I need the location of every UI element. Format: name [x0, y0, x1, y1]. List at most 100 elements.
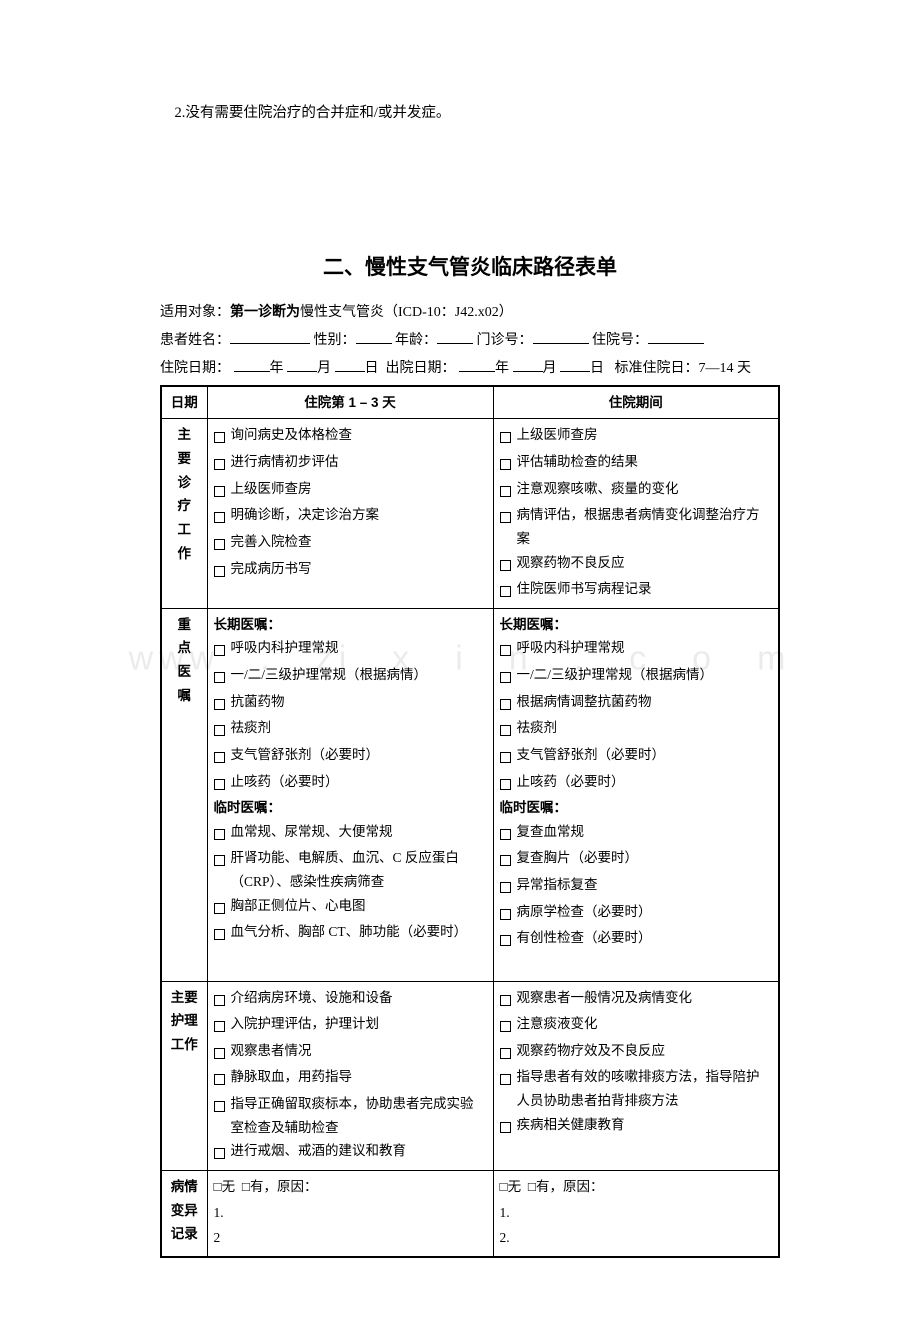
checkbox-icon[interactable]: [500, 926, 517, 953]
checkbox-icon[interactable]: [214, 743, 231, 770]
checkbox-icon[interactable]: [214, 663, 231, 690]
checklist-item: 病原学检查（必要时）: [500, 900, 773, 927]
admit-year-blank[interactable]: [234, 358, 270, 372]
checkbox-icon[interactable]: [500, 900, 517, 927]
order-section-head: 长期医嘱：: [500, 613, 773, 637]
checkbox-icon[interactable]: [500, 423, 517, 450]
applicable-rest: 慢性支气管炎（ICD-10：J42.x02）: [300, 305, 513, 320]
checklist-item: 根据病情调整抗菌药物: [500, 690, 773, 717]
std-stay: 标准住院日：7—14 天: [615, 361, 752, 376]
checklist-item: 一/二/三级护理常规（根据病情）: [214, 663, 487, 690]
item-text: 上级医师查房: [231, 477, 487, 501]
admit-date-label: 住院日期：: [160, 361, 230, 376]
checkbox-icon[interactable]: [214, 503, 231, 530]
checkbox-icon[interactable]: [500, 1039, 517, 1066]
checkbox-icon[interactable]: [500, 846, 517, 873]
checkbox-icon[interactable]: [500, 873, 517, 900]
var-none-2[interactable]: □无: [500, 1179, 522, 1194]
item-text: 入院护理评估，护理计划: [231, 1012, 487, 1036]
variance-c1: □无 □有，原因： 1. 2: [207, 1170, 493, 1256]
item-text: 呼吸内科护理常规: [517, 636, 773, 660]
item-text: 住院医师书写病程记录: [517, 577, 773, 601]
patient-line: 患者姓名： 性别： 年龄： 门诊号： 住院号：: [160, 329, 780, 353]
checklist-item: 祛痰剂: [214, 716, 487, 743]
sex-blank[interactable]: [356, 330, 392, 344]
checkbox-icon[interactable]: [500, 636, 517, 663]
item-text: 注意观察咳嗽、痰量的变化: [517, 477, 773, 501]
checkbox-icon[interactable]: [500, 477, 517, 504]
checkbox-icon[interactable]: [500, 743, 517, 770]
hdr-col2: 住院期间: [493, 386, 779, 419]
row-variance: 病情变异记录 □无 □有，原因： 1. 2 □无 □有，原因： 1. 2.: [161, 1170, 779, 1256]
item-text: 静脉取血，用药指导: [231, 1065, 487, 1089]
checklist-item: 支气管舒张剂（必要时）: [500, 743, 773, 770]
item-text: 血常规、尿常规、大便常规: [231, 820, 487, 844]
checklist-item: 异常指标复查: [500, 873, 773, 900]
checkbox-icon[interactable]: [500, 716, 517, 743]
admit-day-blank[interactable]: [335, 358, 365, 372]
checkbox-icon[interactable]: [214, 846, 231, 873]
inno-blank[interactable]: [648, 330, 704, 344]
checklist-item: 观察药物不良反应: [500, 551, 773, 578]
checklist-item: 血气分析、胸部 CT、肺功能（必要时）: [214, 920, 487, 947]
checkbox-icon[interactable]: [500, 503, 517, 530]
outno-blank[interactable]: [533, 330, 589, 344]
var-has-1[interactable]: □有，原因：: [242, 1179, 318, 1194]
admit-month-blank[interactable]: [287, 358, 317, 372]
dis-year-blank[interactable]: [459, 358, 495, 372]
discharge-date-label: 出院日期：: [386, 361, 456, 376]
checkbox-icon[interactable]: [214, 450, 231, 477]
checkbox-icon[interactable]: [500, 1113, 517, 1140]
checkbox-icon[interactable]: [500, 820, 517, 847]
inno-label: 住院号：: [592, 333, 648, 348]
item-text: 观察患者情况: [231, 1039, 487, 1063]
checkbox-icon[interactable]: [500, 690, 517, 717]
row-nursing: 主要护理工作 介绍病房环境、设施和设备入院护理评估，护理计划观察患者情况静脉取血…: [161, 981, 779, 1170]
item-text: 病原学检查（必要时）: [517, 900, 773, 924]
hdr-date: 日期: [161, 386, 207, 419]
checkbox-icon[interactable]: [214, 1065, 231, 1092]
checklist-item: 进行戒烟、戒酒的建议和教育: [214, 1139, 487, 1166]
checkbox-icon[interactable]: [214, 1039, 231, 1066]
checklist-item: 止咳药（必要时）: [500, 770, 773, 797]
checkbox-icon[interactable]: [214, 894, 231, 921]
dis-day-blank[interactable]: [560, 358, 590, 372]
checkbox-icon[interactable]: [214, 920, 231, 947]
checklist-item: 观察药物疗效及不良反应: [500, 1039, 773, 1066]
checkbox-icon[interactable]: [214, 423, 231, 450]
checkbox-icon[interactable]: [214, 1139, 231, 1166]
checkbox-icon[interactable]: [214, 690, 231, 717]
checkbox-icon[interactable]: [214, 636, 231, 663]
checklist-item: 疾病相关健康教育: [500, 1113, 773, 1140]
checkbox-icon[interactable]: [214, 986, 231, 1013]
checkbox-icon[interactable]: [500, 986, 517, 1013]
checkbox-icon[interactable]: [214, 530, 231, 557]
order-section-head: 长期医嘱：: [214, 613, 487, 637]
checkbox-icon[interactable]: [214, 1012, 231, 1039]
order-section-head: 临时医嘱：: [214, 796, 487, 820]
item-text: 询问病史及体格检查: [231, 423, 487, 447]
dis-month-blank[interactable]: [513, 358, 543, 372]
item-text: 血气分析、胸部 CT、肺功能（必要时）: [231, 920, 487, 944]
checkbox-icon[interactable]: [500, 1065, 517, 1092]
checkbox-icon[interactable]: [500, 577, 517, 604]
checkbox-icon[interactable]: [214, 477, 231, 504]
day1: 日: [365, 361, 379, 376]
checkbox-icon[interactable]: [500, 450, 517, 477]
checkbox-icon[interactable]: [214, 1092, 231, 1119]
checkbox-icon[interactable]: [214, 820, 231, 847]
checkbox-icon[interactable]: [214, 557, 231, 584]
checkbox-icon[interactable]: [500, 1012, 517, 1039]
checkbox-icon[interactable]: [500, 551, 517, 578]
item-text: 观察患者一般情况及病情变化: [517, 986, 773, 1010]
intro-text: 2.没有需要住院治疗的合并症和/或并发症。: [160, 100, 780, 128]
var-has-2[interactable]: □有，原因：: [528, 1179, 604, 1194]
var-none-1[interactable]: □无: [214, 1179, 236, 1194]
checkbox-icon[interactable]: [500, 770, 517, 797]
checklist-item: 抗菌药物: [214, 690, 487, 717]
name-blank[interactable]: [230, 330, 310, 344]
checkbox-icon[interactable]: [214, 716, 231, 743]
checkbox-icon[interactable]: [214, 770, 231, 797]
checkbox-icon[interactable]: [500, 663, 517, 690]
age-blank[interactable]: [437, 330, 473, 344]
